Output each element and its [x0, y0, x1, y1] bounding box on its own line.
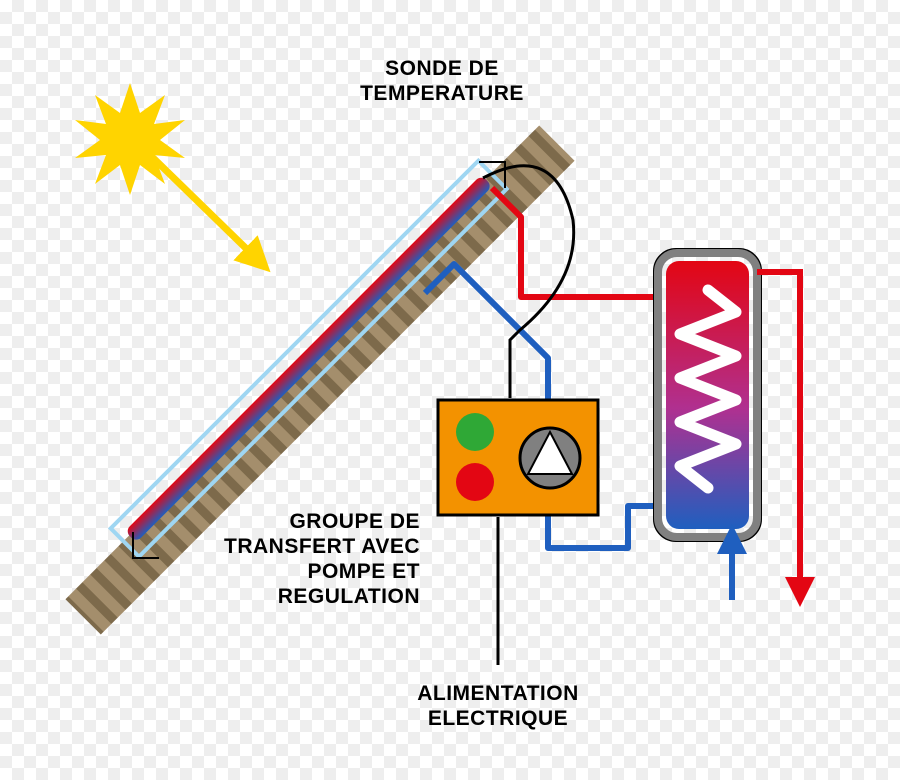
- power-label: ALIMENTATION ELECTRIQUE: [417, 682, 579, 730]
- svg-text:SONDE DE: SONDE DE: [385, 57, 499, 80]
- group-label: GROUPE DE TRANSFERT AVEC POMPE ET REGULA…: [224, 510, 420, 608]
- svg-text:TRANSFERT AVEC: TRANSFERT AVEC: [224, 535, 420, 558]
- probe-label: SONDE DE TEMPERATURE: [360, 57, 524, 105]
- led-green-icon: [456, 413, 494, 451]
- hot-water-tank: [654, 249, 761, 541]
- svg-text:REGULATION: REGULATION: [278, 585, 420, 608]
- sun-ray: [145, 150, 258, 260]
- svg-text:TEMPERATURE: TEMPERATURE: [360, 82, 524, 105]
- sun-icon: [75, 83, 185, 195]
- pump-regulation-box: [438, 400, 598, 515]
- svg-text:GROUPE DE: GROUPE DE: [289, 510, 420, 533]
- hot-output-pipe: [757, 272, 800, 592]
- solar-water-heater-diagram: SONDE DE TEMPERATURE GROUPE DE TRANSFERT…: [0, 0, 900, 780]
- svg-text:ELECTRIQUE: ELECTRIQUE: [428, 707, 568, 730]
- led-red-icon: [456, 463, 494, 501]
- svg-text:POMPE ET: POMPE ET: [307, 560, 420, 583]
- svg-text:ALIMENTATION: ALIMENTATION: [417, 682, 579, 705]
